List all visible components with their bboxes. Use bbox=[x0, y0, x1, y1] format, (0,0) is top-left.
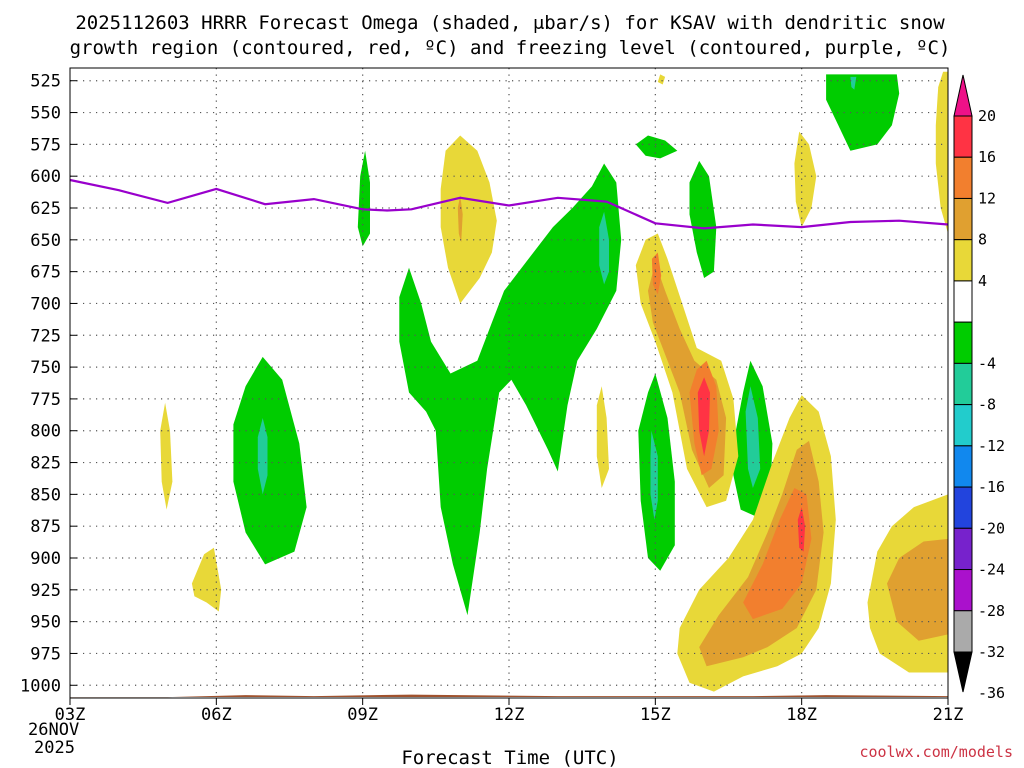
x-axis: 03Z 06Z 09Z 12Z 15Z 18Z 21Z bbox=[55, 698, 964, 725]
y-tick-label-850: 850 bbox=[30, 485, 61, 505]
colorbar-bin--36-to--32 bbox=[953, 610, 973, 653]
y-tick-label-975: 975 bbox=[30, 644, 61, 664]
omega-region-2 bbox=[357, 150, 370, 247]
omega-region-10 bbox=[745, 386, 761, 488]
colorbar-bin--16-to--12 bbox=[953, 404, 973, 447]
colorbar-label--24: -24 bbox=[978, 561, 1005, 579]
x-tick-label-15Z: 15Z bbox=[640, 705, 671, 725]
y-tick-label-575: 575 bbox=[30, 135, 61, 155]
colorbar-bin-4-to-8 bbox=[953, 239, 973, 282]
ground-fill bbox=[70, 694, 948, 698]
omega-region-11 bbox=[826, 74, 900, 151]
y-tick-label-550: 550 bbox=[30, 104, 61, 124]
colorbar-label--16: -16 bbox=[978, 478, 1005, 496]
y-tick-label-775: 775 bbox=[30, 390, 61, 410]
omega-region-18 bbox=[657, 74, 666, 85]
omega-region-19 bbox=[794, 131, 817, 228]
y-tick-label-950: 950 bbox=[30, 613, 61, 633]
omega-region-30 bbox=[887, 538, 948, 641]
omega-region-7 bbox=[635, 135, 678, 159]
colorbar-bin--8-to--4 bbox=[953, 321, 973, 364]
y-tick-label-800: 800 bbox=[30, 422, 61, 442]
y-tick-label-825: 825 bbox=[30, 454, 61, 474]
omega-region-4 bbox=[599, 211, 609, 285]
x-tick-label-12Z: 12Z bbox=[494, 705, 525, 725]
colorbar-top-arrow bbox=[953, 74, 973, 117]
date-label-line-1: 26NOV bbox=[28, 720, 79, 740]
omega-shading bbox=[160, 71, 948, 692]
y-tick-label-875: 875 bbox=[30, 517, 61, 537]
chart-title-line-2: growth region (contoured, red, ºC) and f… bbox=[70, 37, 951, 59]
plot-gridlines bbox=[70, 68, 948, 698]
x-tick-label-09Z: 09Z bbox=[347, 705, 378, 725]
credit-text: coolwx.com/models bbox=[859, 743, 1013, 761]
y-tick-label-650: 650 bbox=[30, 231, 61, 251]
x-tick-label-21Z: 21Z bbox=[933, 705, 964, 725]
freezing-level-line bbox=[69, 178, 949, 230]
colorbar-bin-12-to-16 bbox=[953, 156, 973, 199]
omega-region-6 bbox=[650, 430, 658, 520]
y-tick-label-525: 525 bbox=[30, 72, 61, 92]
omega-region-24 bbox=[697, 377, 710, 457]
date-label-line-2: 2025 bbox=[34, 738, 75, 758]
colorbar-bin--32-to--28 bbox=[953, 569, 973, 612]
freezing-level-line-group bbox=[69, 178, 949, 230]
colorbar-bin--4-to-4 bbox=[953, 280, 973, 323]
x-tick-label-06Z: 06Z bbox=[201, 705, 232, 725]
colorbar-bin--20-to--16 bbox=[953, 445, 973, 488]
colorbar-label-4: 4 bbox=[978, 272, 987, 290]
colorbar-label-12: 12 bbox=[978, 189, 996, 207]
colorbar-label-8: 8 bbox=[978, 231, 987, 249]
y-tick-label-925: 925 bbox=[30, 581, 61, 601]
y-axis: 525 550 575 600 625 650 675 700 725 750 775 800 825 8… bbox=[20, 72, 77, 696]
y-tick-label-750: 750 bbox=[30, 358, 61, 378]
y-tick-label-725: 725 bbox=[30, 326, 61, 346]
y-tick-label-900: 900 bbox=[30, 549, 61, 569]
colorbar-label--8: -8 bbox=[978, 396, 996, 414]
y-tick-label-1000: 1000 bbox=[20, 676, 61, 696]
y-tick-label-625: 625 bbox=[30, 199, 61, 219]
omega-region-1 bbox=[257, 418, 268, 495]
omega-region-3 bbox=[399, 163, 622, 616]
omega-region-0 bbox=[233, 356, 307, 565]
ground-surface bbox=[70, 694, 948, 698]
omega-region-27 bbox=[743, 488, 812, 620]
colorbar-label--12: -12 bbox=[978, 437, 1005, 455]
colorbar-label-16: 16 bbox=[978, 148, 996, 166]
colorbar-bin--12-to--8 bbox=[953, 362, 973, 406]
colorbar-bin--28-to--24 bbox=[953, 527, 973, 571]
colorbar-bin--24-to--20 bbox=[953, 486, 973, 529]
x-tick-label-18Z: 18Z bbox=[786, 705, 817, 725]
colorbar-label--20: -20 bbox=[978, 519, 1005, 537]
omega-region-16 bbox=[191, 547, 222, 612]
omega-region-22 bbox=[651, 252, 662, 295]
omega-region-31 bbox=[935, 71, 948, 234]
chart-title-line-1: 2025112603 HRRR Forecast Omega (shaded, … bbox=[75, 12, 945, 34]
y-tick-label-675: 675 bbox=[30, 263, 61, 283]
colorbar-label-20: 20 bbox=[978, 107, 996, 125]
omega-region-15 bbox=[457, 195, 463, 243]
colorbar-bottom-arrow bbox=[953, 651, 973, 693]
omega-region-14 bbox=[440, 135, 497, 304]
omega-region-13 bbox=[160, 402, 173, 510]
x-tick-label-03Z: 03Z bbox=[55, 705, 86, 725]
colorbar-label--36: -36 bbox=[978, 684, 1005, 702]
x-axis-label: Forecast Time (UTC) bbox=[401, 747, 618, 768]
y-tick-label-600: 600 bbox=[30, 167, 61, 187]
colorbar-label--4: -4 bbox=[978, 354, 996, 372]
colorbar-label--28: -28 bbox=[978, 602, 1005, 620]
omega-region-17 bbox=[596, 386, 609, 488]
y-tick-label-700: 700 bbox=[30, 294, 61, 314]
colorbar: 20 16 12 8 4 -4 -8 -12 -16 -20 -24 -28 -32 -36 bbox=[953, 74, 1005, 702]
colorbar-bin-16-to-20 bbox=[953, 115, 973, 158]
omega-region-12 bbox=[850, 76, 857, 90]
colorbar-label--32: -32 bbox=[978, 643, 1005, 661]
omega-region-8 bbox=[689, 160, 717, 278]
omega-region-28 bbox=[797, 507, 806, 552]
colorbar-bin-8-to-12 bbox=[953, 197, 973, 241]
